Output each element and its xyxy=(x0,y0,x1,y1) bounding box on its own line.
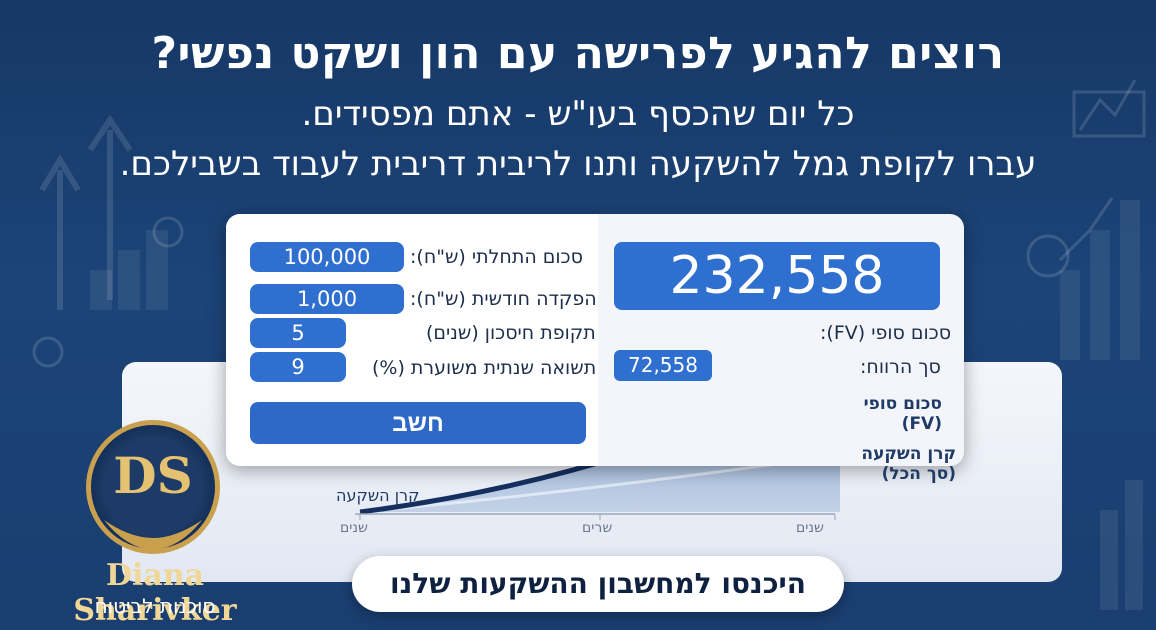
fv-area xyxy=(360,370,840,512)
subtitle-line-1: כל יום שהכסף בעו"ש - אתם מפסידים. xyxy=(301,94,855,134)
annual-return-label: תשואה שנתית משוערת (%) xyxy=(372,357,597,379)
savings-period-field[interactable]: 5 xyxy=(250,318,346,348)
brand-name: Diana Sharivker xyxy=(73,558,237,628)
x-tick-label: שרים xyxy=(582,520,613,536)
brand-monogram: DS xyxy=(113,446,193,505)
principal-curve-label: קרן השקעה xyxy=(336,486,420,505)
x-tick-label: שנים xyxy=(796,520,824,536)
subtitle-line-2: עברו לקופת גמל להשקעה ותנו לריבית דריבית… xyxy=(119,144,1037,184)
page-title: רוצים להגיע לפרישה עם הון ושקט נפשי? xyxy=(151,28,1005,79)
savings-period-label: תקופת חיסכון (שנים) xyxy=(426,322,596,344)
brand-logo-emblem xyxy=(86,420,220,554)
annual-return-field[interactable]: 9 xyxy=(250,352,346,382)
final-value-output: 232,558 xyxy=(614,242,940,310)
x-tick-label: שנים xyxy=(340,520,368,536)
legend-final-value: סכום סופי (FV) xyxy=(863,394,942,434)
monthly-deposit-label: הפקדה חודשית (ש"ח): xyxy=(410,288,597,310)
brand-subtitle: סוכנות לביטוח xyxy=(94,594,216,618)
initial-amount-field[interactable]: 100,000 xyxy=(250,242,404,272)
initial-amount-label: סכום התחלתי (ש"ח): xyxy=(410,246,583,268)
open-calculator-button[interactable]: היכנסו למחשבון ההשקעות שלנו xyxy=(352,556,844,612)
final-value-label: סכום סופי (FV): xyxy=(820,322,952,344)
total-profit-label: סך הרווח: xyxy=(860,356,941,378)
monthly-deposit-field[interactable]: 1,000 xyxy=(250,284,404,314)
logo-wings-icon xyxy=(104,520,202,550)
calculate-button[interactable]: חשב xyxy=(250,402,586,444)
legend-principal: קרן השקעה (סך הכל) xyxy=(861,444,956,484)
total-profit-output: 72,558 xyxy=(614,350,712,381)
